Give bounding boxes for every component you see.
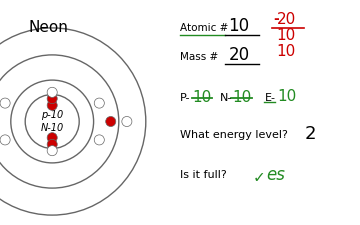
- Ellipse shape: [47, 146, 57, 156]
- Ellipse shape: [122, 117, 132, 126]
- Ellipse shape: [25, 94, 79, 148]
- Text: $\checkmark$: $\checkmark$: [252, 169, 264, 184]
- Ellipse shape: [47, 133, 57, 143]
- Text: N-: N-: [220, 93, 232, 103]
- Text: P-: P-: [180, 93, 190, 103]
- Text: p-10
N-10: p-10 N-10: [41, 110, 64, 133]
- Text: Is it full?: Is it full?: [180, 171, 227, 180]
- Text: 10: 10: [229, 17, 250, 35]
- Text: 10: 10: [193, 90, 212, 105]
- Ellipse shape: [0, 135, 10, 145]
- Ellipse shape: [47, 100, 57, 110]
- Text: -: -: [273, 12, 279, 26]
- Text: 10: 10: [277, 89, 296, 104]
- Ellipse shape: [94, 135, 104, 145]
- Text: 10: 10: [232, 90, 251, 105]
- Text: Atomic #: Atomic #: [180, 23, 228, 33]
- Text: Mass #: Mass #: [180, 52, 218, 62]
- Text: 2: 2: [304, 125, 316, 143]
- Ellipse shape: [0, 98, 10, 108]
- Ellipse shape: [47, 87, 57, 97]
- Text: 10: 10: [276, 44, 296, 59]
- Text: es: es: [266, 166, 285, 184]
- Ellipse shape: [94, 98, 104, 108]
- Ellipse shape: [47, 94, 57, 104]
- Text: What energy level?: What energy level?: [180, 130, 288, 140]
- Ellipse shape: [106, 117, 116, 126]
- Text: Neon: Neon: [29, 20, 68, 34]
- Text: E-: E-: [265, 93, 276, 103]
- Text: 20: 20: [276, 12, 296, 27]
- Ellipse shape: [47, 139, 57, 149]
- Text: 10: 10: [276, 29, 296, 43]
- Text: 20: 20: [229, 46, 250, 64]
